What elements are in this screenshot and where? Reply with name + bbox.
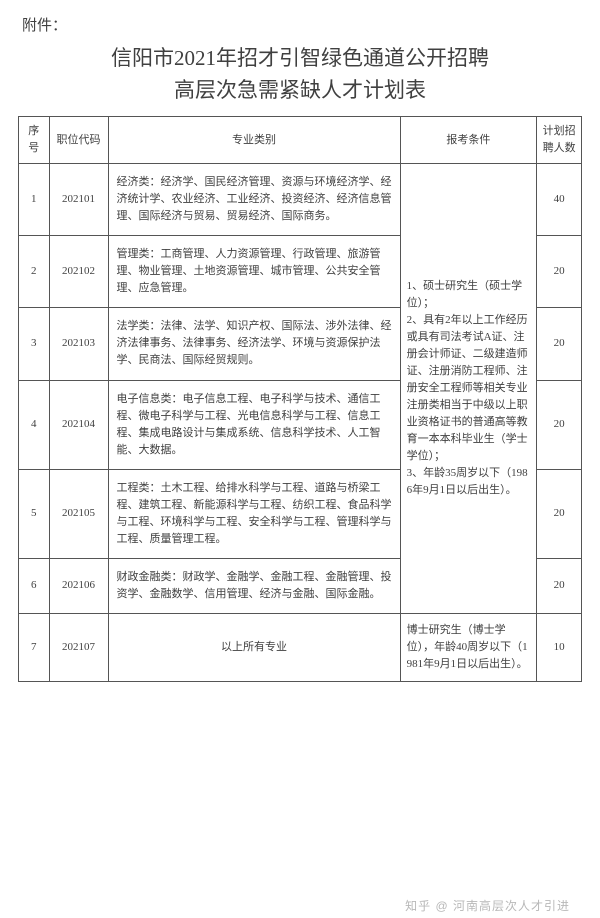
cell-count: 20	[537, 380, 582, 469]
cell-index: 2	[19, 236, 50, 308]
col-header-code: 职位代码	[49, 117, 108, 164]
col-header-requirement: 报考条件	[400, 117, 537, 164]
table-row: 1202101经济类：经济学、国民经济管理、资源与环境经济学、经济统计学、农业经…	[19, 164, 582, 236]
cell-index: 1	[19, 164, 50, 236]
cell-code: 202102	[49, 236, 108, 308]
cell-major: 财政金融类：财政学、金融学、金融工程、金融管理、投资学、金融数学、信用管理、经济…	[108, 558, 400, 613]
cell-code: 202106	[49, 558, 108, 613]
table-body: 1202101经济类：经济学、国民经济管理、资源与环境经济学、经济统计学、农业经…	[19, 164, 582, 682]
cell-major: 法学类：法律、法学、知识产权、国际法、涉外法律、经济法律事务、法律事务、经济法学…	[108, 308, 400, 380]
cell-index: 3	[19, 308, 50, 380]
cell-major: 管理类：工商管理、人力资源管理、行政管理、旅游管理、物业管理、土地资源管理、城市…	[108, 236, 400, 308]
cell-code: 202101	[49, 164, 108, 236]
cell-major: 经济类：经济学、国民经济管理、资源与环境经济学、经济统计学、农业经济、工业经济、…	[108, 164, 400, 236]
table-header-row: 序号 职位代码 专业类别 报考条件 计划招聘人数	[19, 117, 582, 164]
cell-count: 10	[537, 613, 582, 681]
document-page: 附件： 信阳市2021年招才引智绿色通道公开招聘 高层次急需紧缺人才计划表 序号…	[0, 0, 600, 682]
recruitment-plan-table: 序号 职位代码 专业类别 报考条件 计划招聘人数 1202101经济类：经济学、…	[18, 116, 582, 682]
cell-major: 工程类：土木工程、给排水科学与工程、道路与桥梁工程、建筑工程、新能源科学与工程、…	[108, 469, 400, 558]
cell-count: 20	[537, 236, 582, 308]
cell-major: 电子信息类：电子信息工程、电子科学与技术、通信工程、微电子科学与工程、光电信息科…	[108, 380, 400, 469]
cell-code: 202107	[49, 613, 108, 681]
cell-major: 以上所有专业	[108, 613, 400, 681]
cell-index: 5	[19, 469, 50, 558]
title-line-2: 高层次急需紧缺人才计划表	[18, 75, 582, 107]
cell-index: 4	[19, 380, 50, 469]
watermark-text: 知乎 @ 河南高层次人才引进	[405, 897, 570, 914]
col-header-index: 序号	[19, 117, 50, 164]
cell-index: 6	[19, 558, 50, 613]
table-row: 7202107以上所有专业博士研究生（博士学位），年龄40周岁以下（1981年9…	[19, 613, 582, 681]
cell-requirement: 博士研究生（博士学位），年龄40周岁以下（1981年9月1日以后出生）。	[400, 613, 537, 681]
cell-count: 20	[537, 469, 582, 558]
title-line-1: 信阳市2021年招才引智绿色通道公开招聘	[18, 43, 582, 75]
cell-count: 20	[537, 558, 582, 613]
attachment-label: 附件：	[22, 14, 582, 35]
cell-code: 202103	[49, 308, 108, 380]
col-header-count: 计划招聘人数	[537, 117, 582, 164]
cell-requirement-shared: 1、硕士研究生（硕士学位）； 2、具有2年以上工作经历或具有司法考试A证、注册会…	[400, 164, 537, 614]
cell-index: 7	[19, 613, 50, 681]
cell-count: 40	[537, 164, 582, 236]
document-title: 信阳市2021年招才引智绿色通道公开招聘 高层次急需紧缺人才计划表	[18, 43, 582, 106]
cell-count: 20	[537, 308, 582, 380]
col-header-major: 专业类别	[108, 117, 400, 164]
cell-code: 202105	[49, 469, 108, 558]
cell-code: 202104	[49, 380, 108, 469]
